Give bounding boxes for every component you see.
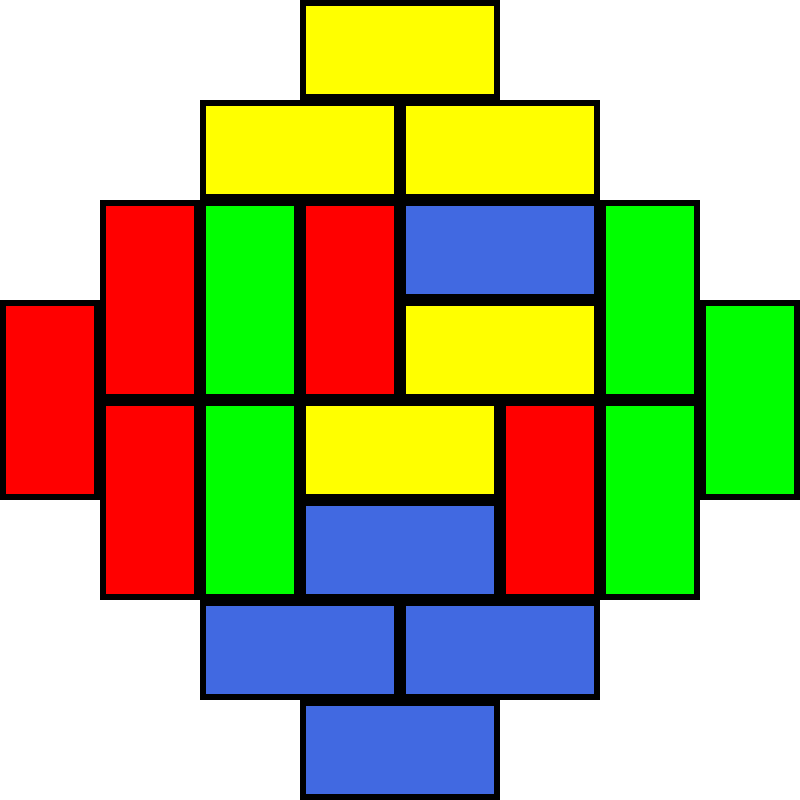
- domino-yellow-row3-right: [400, 300, 600, 400]
- domino-blue-row5-center: [300, 500, 500, 600]
- domino-red-col5-lower: [500, 400, 600, 600]
- domino-yellow-row1-left: [200, 100, 400, 200]
- domino-green-col2-lower: [200, 400, 300, 600]
- domino-red-col1-upper: [100, 200, 200, 400]
- domino-green-col6-upper: [600, 200, 700, 400]
- domino-red-col3-upper: [300, 200, 400, 400]
- domino-green-col6-lower: [600, 400, 700, 600]
- domino-blue-row6-right: [400, 600, 600, 700]
- domino-yellow-top: [300, 0, 500, 100]
- domino-green-col2-upper: [200, 200, 300, 400]
- domino-blue-row2-right: [400, 200, 600, 300]
- domino-yellow-row4-center: [300, 400, 500, 500]
- domino-green-right-edge: [700, 300, 800, 500]
- domino-red-left-edge: [0, 300, 100, 500]
- domino-blue-row6-left: [200, 600, 400, 700]
- domino-red-col1-lower: [100, 400, 200, 600]
- domino-blue-bottom: [300, 700, 500, 800]
- domino-yellow-row1-right: [400, 100, 600, 200]
